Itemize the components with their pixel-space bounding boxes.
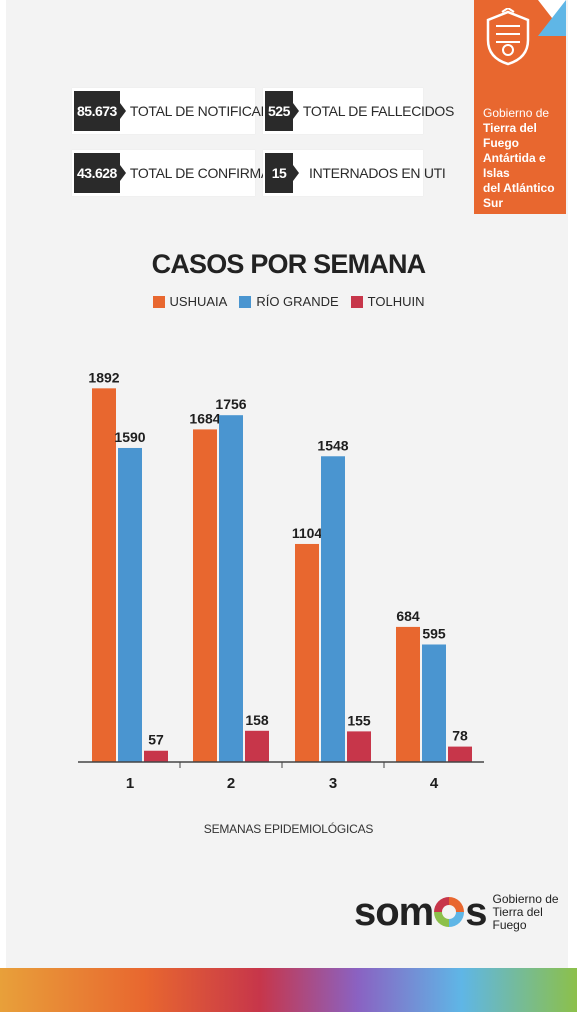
logo-subtitle: Gobierno de Tierra del Fuego [492,891,577,932]
data-label-tolhuin-week-1: 57 [148,732,164,748]
stat-total-notificados: 85.673 TOTAL DE NOTIFICADOS [72,88,290,134]
stat-arrow [119,103,126,119]
stat-value: 85.673 [74,91,120,131]
legend-label-rio-grande: RÍO GRANDE [256,294,339,309]
legend-item-ushuaia: USHUAIA [152,294,228,309]
logo-subtitle-line-1: Gobierno de [492,891,559,906]
data-label-ushuaia-week-3: 1104 [292,525,323,541]
bar-tolhuin-week-1 [144,750,168,762]
logo-wordmark: som s [354,890,488,934]
bar-ushuaia-week-1 [92,388,116,762]
logo-o-icon [434,897,465,927]
government-badge: Gobierno de Tierra del Fuego Antártida e… [474,0,566,214]
x-tick-label-4: 4 [430,775,439,792]
data-label-rio-grande-week-3: 1548 [317,437,348,453]
stat-arrow [293,165,299,181]
stat-arrow [119,165,126,181]
x-tick-label-2: 2 [227,775,235,792]
stat-value: 15 [265,153,293,193]
color-strip [0,968,577,1012]
government-line-3: Antártida e Islas [483,151,546,180]
coat-of-arms-icon [486,8,530,66]
stat-label: TOTAL DE CONFIRMADOS [129,165,300,181]
chart-legend: USHUAIA RÍO GRANDE TOLHUIN [0,294,577,309]
stat-label: TOTAL DE FALLECIDOS [302,103,455,119]
legend-item-tolhuin: TOLHUIN [350,294,425,309]
bar-rio-grande-week-2 [219,415,243,762]
government-line-1: Gobierno de [483,106,550,120]
government-line-2: Tierra del Fuego [483,121,537,150]
bar-tolhuin-week-2 [245,730,269,762]
data-label-rio-grande-week-1: 1590 [114,429,145,445]
data-label-rio-grande-week-4: 595 [422,625,446,641]
stat-total-fallecidos: 525 TOTAL DE FALLECIDOS [263,88,454,134]
bar-rio-grande-week-4 [422,644,446,762]
data-label-tolhuin-week-3: 155 [347,712,371,728]
legend-swatch-ushuaia [152,295,165,308]
logo-word-end: s [465,890,487,934]
stat-label: INTERNADOS EN UTI [309,165,446,181]
stat-value: 525 [265,91,293,131]
bar-ushuaia-week-3 [295,543,319,762]
stat-total-confirmados: 43.628 TOTAL DE CONFIRMADOS [72,150,300,196]
bar-tolhuin-week-3 [347,731,371,762]
government-line-4: del Atlántico Sur [483,181,555,210]
logo-word-start: som [354,890,434,934]
data-label-ushuaia-week-2: 1684 [189,410,220,426]
x-tick-label-1: 1 [126,775,134,792]
bar-ushuaia-week-2 [193,429,217,762]
bar-rio-grande-week-3 [321,456,345,762]
stat-internados-uti: 15 INTERNADOS EN UTI [263,150,446,196]
stat-label: TOTAL DE NOTIFICADOS [129,103,291,119]
bar-tolhuin-week-4 [448,746,472,762]
legend-label-ushuaia: USHUAIA [169,294,228,309]
data-label-rio-grande-week-2: 1756 [215,396,246,412]
somos-logo: som s Gobierno de Tierra del Fuego [354,892,577,932]
legend-item-rio-grande: RÍO GRANDE [239,294,339,309]
bar-ushuaia-week-4 [396,626,420,762]
data-label-ushuaia-week-1: 1892 [88,369,119,385]
chart-title: CASOS POR SEMANA [151,249,427,279]
legend-label-tolhuin: TOLHUIN [367,294,425,309]
stat-value: 43.628 [74,153,120,193]
stat-arrow [292,103,299,119]
government-name: Gobierno de Tierra del Fuego Antártida e… [483,106,565,211]
x-axis-label: SEMANAS EPIDEMIOLÓGICAS [203,822,374,836]
logo-subtitle-line-2: Tierra del Fuego [492,904,543,932]
data-label-tolhuin-week-4: 78 [452,728,468,744]
data-label-tolhuin-week-2: 158 [245,712,269,728]
corner-fold [538,0,566,36]
bar-rio-grande-week-1 [118,447,142,762]
legend-swatch-rio-grande [239,295,252,308]
x-tick-label-3: 3 [329,775,337,792]
legend-swatch-tolhuin [350,295,363,308]
data-label-ushuaia-week-4: 684 [396,608,420,624]
